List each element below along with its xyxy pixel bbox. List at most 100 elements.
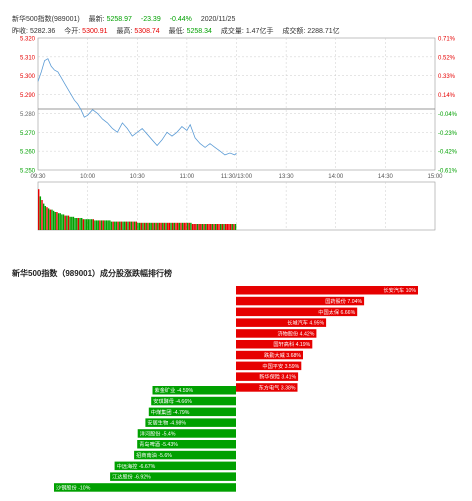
volume-bar: [165, 222, 167, 230]
volume-bar: [183, 222, 185, 230]
pct-tick-label: -0.61%: [438, 169, 458, 175]
ranking-title: 新华500指数（989001）成分股涨跌幅排行榜: [12, 269, 173, 278]
volume-bar: [99, 220, 101, 230]
volume-bar: [195, 224, 197, 230]
open-value: 5300.91: [82, 28, 108, 35]
prev-close-label: 昨收:: [12, 28, 28, 35]
volume-bar: [41, 200, 43, 230]
pct-tick-label: 0.33%: [438, 74, 456, 80]
ranking-bar: [236, 307, 358, 317]
volume-bar: [119, 221, 121, 230]
volume-bar: [74, 218, 76, 230]
open-label: 今开:: [64, 28, 81, 35]
volume-bar: [203, 224, 205, 230]
price-tick-label: 5.290: [20, 93, 36, 99]
volume-bar: [143, 222, 146, 230]
volume-bar: [71, 216, 73, 230]
volume-bar: [38, 189, 40, 230]
ranking-bar-label: 新华保险 3.41%: [259, 373, 296, 381]
volume-bar: [206, 224, 209, 230]
ranking-bar: [236, 383, 298, 392]
volume-bar: [163, 222, 166, 230]
volume-value: 1.47亿手: [245, 28, 274, 35]
volume-bar: [193, 224, 195, 230]
ranking-bar: [137, 440, 236, 449]
ranking-bar: [236, 318, 327, 327]
volume-bar: [54, 212, 56, 230]
ranking-bar: [236, 361, 302, 371]
volume-bar: [72, 216, 75, 230]
volume-bar: [205, 224, 207, 230]
volume-bar: [61, 214, 63, 230]
volume-bar: [181, 222, 184, 230]
pct-tick-label: 0.14%: [438, 93, 456, 99]
ranking-bar-label: 招商南油 -5.6%: [136, 451, 172, 459]
change-value: -23.39: [140, 16, 161, 23]
ranking-bar-label: 东方电气 3.38%: [259, 383, 296, 391]
volume-bar: [51, 209, 53, 230]
volume-bar: [215, 224, 217, 230]
volume-label: 成交量:: [220, 28, 244, 35]
volume-bar: [135, 221, 138, 230]
volume-bar: [79, 218, 81, 230]
volume-bar: [216, 224, 219, 230]
ranking-bar-label: 国药股份 7.04%: [325, 297, 362, 305]
quote-row-1: 新华500指数(989001) 最新: 5258.97 -23.39 -0.44%…: [12, 14, 242, 24]
volume-bar: [173, 222, 176, 230]
volume-bar: [208, 224, 210, 230]
volume-bar: [223, 224, 225, 230]
price-tick-label: 5.310: [20, 55, 36, 61]
volume-bar: [152, 222, 154, 230]
volume-bar: [219, 224, 222, 230]
ranking-bar: [114, 461, 236, 471]
volume-bar: [94, 220, 96, 230]
volume-bar: [114, 221, 116, 230]
volume-bar: [69, 216, 71, 230]
volume-bar: [226, 224, 228, 230]
volume-bar: [190, 222, 192, 230]
ranking-bar-label: 洋河股份 -5.4%: [140, 429, 176, 437]
volume-bar: [39, 196, 42, 230]
volume-bar: [200, 224, 202, 230]
volume-bar: [92, 219, 94, 230]
ranking-bar: [236, 296, 365, 306]
volume-bar: [89, 219, 91, 230]
volume-bar: [198, 224, 200, 230]
quote-row-2: 昨收: 5282.36 今开: 5300.91 最高: 5308.74 最低: 5258…: [12, 26, 347, 36]
price-tick-label: 5.260: [20, 150, 36, 156]
volume-bar: [180, 222, 182, 230]
high-value: 5308.74: [134, 28, 160, 35]
volume-bar: [138, 222, 141, 230]
volume-bar: [84, 219, 86, 230]
volume-bar: [49, 209, 51, 230]
volume-bar: [67, 215, 70, 230]
volume-bar: [104, 220, 106, 230]
volume-bar: [231, 224, 233, 230]
ranking-bar: [137, 429, 236, 438]
ranking-bar-label: 中国太保 6.66%: [318, 308, 355, 316]
ranking-bar-label: 中远海控 -6.67%: [117, 462, 156, 470]
volume-bar: [186, 222, 189, 230]
ranking-bar: [236, 372, 299, 381]
pct-tick-label: 0.71%: [438, 37, 456, 43]
volume-bar: [110, 221, 113, 230]
volume-bar: [42, 203, 45, 230]
volume-bar: [228, 224, 230, 230]
volume-bar: [95, 220, 98, 230]
ranking-bar: [148, 407, 236, 417]
volume-bar: [142, 222, 144, 230]
time-tick-label: 11:30/13:00: [221, 174, 253, 180]
volume-bar: [233, 224, 235, 230]
time-tick-label: 11:00: [180, 174, 195, 180]
ranking-bar-label: 紫金矿业 -4.59%: [155, 386, 194, 394]
volume-bar: [77, 218, 80, 230]
volume-bar: [170, 222, 172, 230]
volume-bar: [105, 220, 108, 230]
volume-bar: [87, 219, 90, 230]
volume-bar: [178, 222, 181, 230]
volume-bar: [147, 222, 149, 230]
time-tick-label: 15:00: [427, 174, 443, 180]
volume-bar: [124, 221, 126, 230]
volume-bar: [153, 222, 156, 230]
volume-bar: [171, 222, 174, 230]
